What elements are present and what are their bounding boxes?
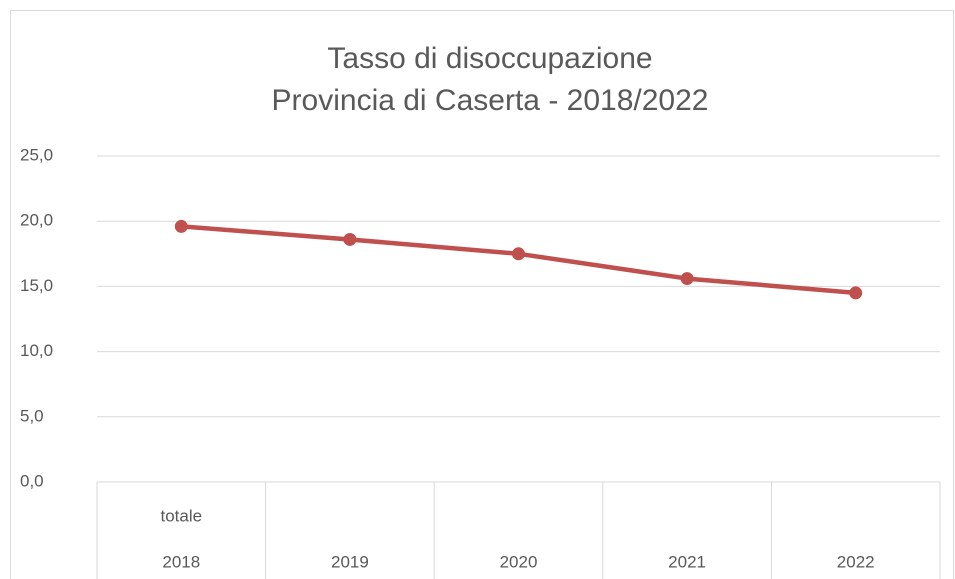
- data-point: [680, 272, 694, 286]
- chart-title-line: Tasso di disoccupazione: [327, 42, 652, 75]
- data-point: [174, 219, 188, 233]
- y-tick-label: 10,0: [20, 341, 53, 360]
- x-tick-label: 2020: [500, 552, 538, 571]
- data-point: [849, 286, 863, 300]
- x-tick-label: 2021: [668, 552, 706, 571]
- chart-border: [10, 10, 954, 579]
- data-point: [512, 247, 525, 261]
- y-tick-label: 0,0: [20, 471, 44, 490]
- x-tick-label: 2019: [331, 552, 369, 571]
- y-tick-label: 25,0: [20, 145, 53, 164]
- data-point: [343, 232, 357, 246]
- x-tick-label: 2018: [162, 552, 200, 571]
- y-tick-label: 5,0: [20, 406, 44, 425]
- y-tick-label: 15,0: [20, 276, 53, 295]
- y-tick-label: 20,0: [20, 211, 53, 230]
- category-group-label: totale: [161, 506, 203, 525]
- chart-title-line: Provincia di Caserta - 2018/2022: [272, 84, 709, 117]
- x-tick-label: 2022: [837, 552, 875, 571]
